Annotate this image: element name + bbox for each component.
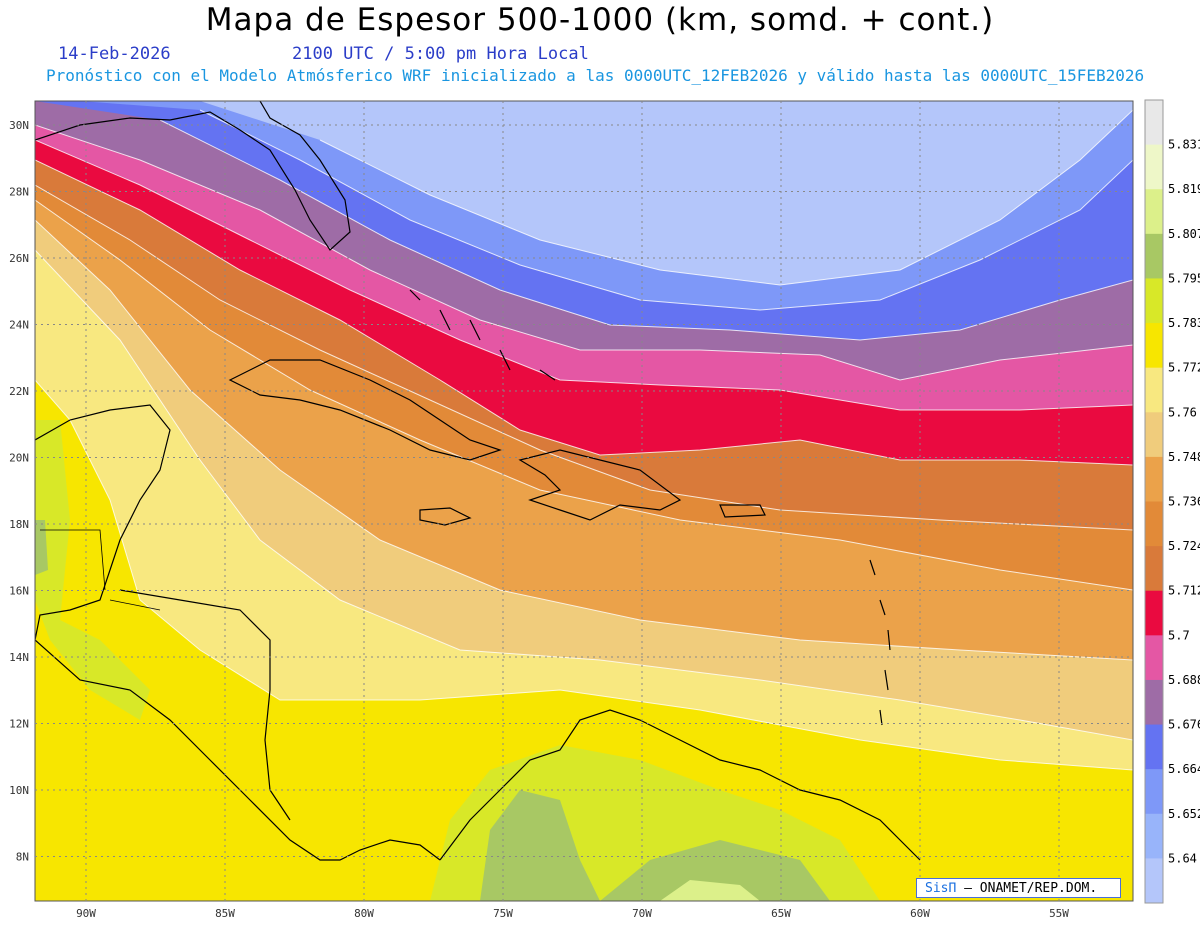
lat-label: 12N bbox=[9, 718, 29, 731]
colorbar-label: 5.712 bbox=[1168, 584, 1200, 598]
lat-label: 16N bbox=[9, 585, 29, 598]
colorbar-label: 5.676 bbox=[1168, 718, 1200, 732]
lat-label: 8N bbox=[16, 851, 29, 864]
credit-box: SisΠ – ONAMET/REP.DOM. bbox=[916, 878, 1121, 898]
lat-label: 14N bbox=[9, 651, 29, 664]
map-frame bbox=[34, 100, 1134, 902]
lat-label: 26N bbox=[9, 252, 29, 265]
lon-label: 85W bbox=[215, 907, 235, 920]
colorbar-swatch bbox=[1145, 635, 1163, 681]
cuba bbox=[228, 359, 502, 461]
colorbar-swatch bbox=[1145, 724, 1163, 770]
lon-label: 65W bbox=[771, 907, 791, 920]
band-5.807 bbox=[660, 880, 760, 901]
lat-label: 24N bbox=[9, 319, 29, 332]
band-5.795-west bbox=[35, 520, 48, 575]
colorbar-label: 5.819 bbox=[1168, 182, 1200, 196]
colorbar-swatch bbox=[1145, 679, 1163, 726]
south-america-coast bbox=[439, 709, 921, 861]
sispi-logo: SisΠ bbox=[925, 881, 957, 896]
colorbar-label: 5.831 bbox=[1168, 138, 1200, 152]
lon-label: 70W bbox=[632, 907, 652, 920]
lon-label: 80W bbox=[354, 907, 374, 920]
graticule bbox=[35, 101, 1133, 901]
forecast-date: 14-Feb-2026 bbox=[58, 44, 171, 64]
colorbar-swatch bbox=[1145, 100, 1163, 146]
credit-text: – ONAMET/REP.DOM. bbox=[964, 881, 1098, 896]
contour-lines bbox=[35, 109, 1133, 771]
colorbar-swatch bbox=[1145, 813, 1163, 859]
colorbar-swatch bbox=[1145, 501, 1163, 547]
colorbar-swatch bbox=[1145, 546, 1163, 592]
lat-label: 30N bbox=[9, 119, 29, 132]
colorbar-swatch bbox=[1145, 456, 1163, 502]
colorbar-swatch bbox=[1145, 233, 1163, 279]
band-5.795 bbox=[480, 790, 600, 901]
forecast-time: 2100 UTC / 5:00 pm Hora Local bbox=[292, 44, 589, 64]
colorbar-label: 5.807 bbox=[1168, 227, 1200, 241]
lon-label: 75W bbox=[493, 907, 513, 920]
bahamas bbox=[409, 289, 556, 381]
lat-label: 10N bbox=[9, 784, 29, 797]
lat-label: 22N bbox=[9, 385, 29, 398]
lon-label: 90W bbox=[76, 907, 96, 920]
colorbar-swatch bbox=[1145, 412, 1163, 458]
colorbar-label: 5.688 bbox=[1168, 673, 1200, 687]
colorbar-swatch bbox=[1145, 769, 1163, 815]
colorbar-swatch bbox=[1145, 367, 1163, 413]
colorbar-swatch bbox=[1145, 189, 1163, 235]
band-5.783-west bbox=[35, 420, 150, 720]
yucatan-coast bbox=[35, 404, 441, 861]
hispaniola bbox=[518, 449, 682, 521]
colorbar-swatch bbox=[1145, 144, 1163, 190]
lat-label: 28N bbox=[9, 186, 29, 199]
central-america-east-coast bbox=[119, 589, 291, 821]
lon-label: 60W bbox=[910, 907, 930, 920]
puerto-rico bbox=[719, 504, 766, 518]
lat-label: 20N bbox=[9, 452, 29, 465]
florida-coast bbox=[35, 101, 351, 251]
colorbar-label: 5.76 bbox=[1168, 405, 1197, 419]
colorbar-label: 5.664 bbox=[1168, 762, 1200, 776]
colorbar-swatch bbox=[1145, 590, 1163, 636]
model-subtitle: Pronóstico con el Modelo Atmósferico WRF… bbox=[46, 66, 1145, 85]
colorbar-label: 5.652 bbox=[1168, 807, 1200, 821]
borders bbox=[40, 529, 161, 611]
colorbar-swatch bbox=[1145, 323, 1163, 369]
map-title: Mapa de Espesor 500-1000 (km, somd. + co… bbox=[205, 2, 995, 38]
colorbar-frame bbox=[1144, 99, 1164, 904]
colorbar-swatch bbox=[1145, 278, 1163, 324]
colorbar-swatch bbox=[1145, 858, 1163, 904]
colorbar-label: 5.783 bbox=[1168, 316, 1200, 330]
band-5.64 bbox=[200, 101, 1133, 285]
lesser-antilles bbox=[869, 559, 891, 726]
colorbar-label: 5.724 bbox=[1168, 539, 1200, 553]
lat-label: 18N bbox=[9, 518, 29, 531]
lon-label: 55W bbox=[1049, 907, 1069, 920]
colorbar-label: 5.748 bbox=[1168, 450, 1200, 464]
jamaica bbox=[419, 507, 472, 526]
colorbar-label: 5.736 bbox=[1168, 495, 1200, 509]
colorbar-label: 5.795 bbox=[1168, 271, 1200, 285]
colorbar-label: 5.772 bbox=[1168, 361, 1200, 375]
band-5.795-b bbox=[600, 840, 830, 901]
colorbar-label: 5.7 bbox=[1168, 628, 1190, 642]
colorbar-label: 5.64 bbox=[1168, 851, 1197, 865]
coastlines bbox=[35, 101, 921, 861]
